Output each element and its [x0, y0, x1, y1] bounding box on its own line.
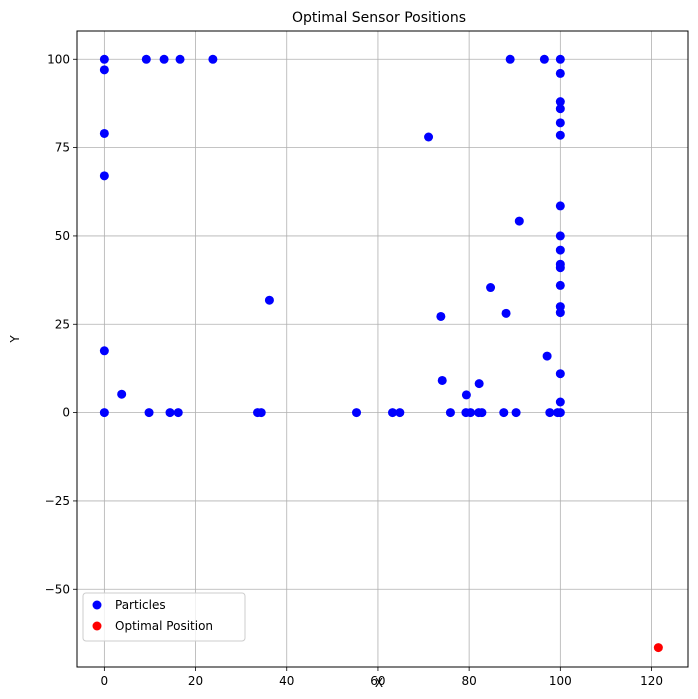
- particles-point: [511, 408, 521, 418]
- particles-point: [99, 65, 109, 75]
- particles-point: [436, 311, 446, 321]
- particles-point: [555, 201, 565, 211]
- particles-point: [352, 408, 362, 418]
- legend-label-optimal-position: Optimal Position: [115, 619, 213, 633]
- particles-point: [461, 390, 471, 400]
- particles-point: [264, 295, 274, 305]
- particles-point: [505, 54, 515, 64]
- particles-point: [555, 280, 565, 290]
- y-tick-label: 75: [55, 141, 70, 155]
- y-tick-label: 0: [62, 406, 70, 420]
- particles-point: [555, 263, 565, 273]
- particles-point: [256, 408, 266, 418]
- legend-label-particles: Particles: [115, 598, 166, 612]
- particles-point: [539, 54, 549, 64]
- particles-point: [474, 379, 484, 389]
- particles-point: [499, 408, 509, 418]
- y-axis-label: Y: [8, 335, 22, 344]
- particles-point: [395, 408, 405, 418]
- y-tick-label: 50: [55, 229, 70, 243]
- particles-point: [437, 375, 447, 385]
- particles-point: [99, 171, 109, 181]
- grid: [77, 31, 688, 667]
- particles-point: [99, 54, 109, 64]
- legend-marker-particles: [92, 600, 102, 610]
- particles-point: [445, 408, 455, 418]
- particles-point: [99, 128, 109, 138]
- legend-marker-optimal-position: [92, 621, 102, 631]
- x-tick-label: 120: [640, 674, 663, 688]
- y-tick-label: 25: [55, 317, 70, 331]
- particles-point: [466, 408, 476, 418]
- x-tick-label: 20: [188, 674, 203, 688]
- particles-point: [424, 132, 434, 142]
- particles-point: [117, 389, 127, 399]
- legend-box: [82, 592, 246, 642]
- x-tick-label: 40: [279, 674, 294, 688]
- y-tick-label: −25: [45, 494, 70, 508]
- particles-point: [141, 54, 151, 64]
- particles-point: [477, 408, 487, 418]
- particles-point: [545, 408, 555, 418]
- particles-point: [555, 118, 565, 128]
- x-tick-label: 60: [370, 674, 385, 688]
- x-tick-label: 80: [461, 674, 476, 688]
- particles-point: [555, 308, 565, 318]
- particles-point: [555, 369, 565, 379]
- particles-point: [555, 68, 565, 78]
- particles-point: [555, 397, 565, 407]
- y-tick-label: 100: [47, 52, 70, 66]
- chart-title: Optimal Sensor Positions: [292, 10, 466, 26]
- particles-point: [486, 283, 496, 293]
- particles-point: [555, 130, 565, 140]
- particles-point: [144, 408, 154, 418]
- axis-ticks: 0 20 40 60 80 100 120 −50 −25 0 25 50 75 100: [45, 52, 663, 688]
- plot-frame: [76, 30, 689, 668]
- particles-point: [99, 346, 109, 356]
- particles-point: [555, 408, 565, 418]
- particles-point: [555, 245, 565, 255]
- particles-point: [173, 408, 183, 418]
- particles-point: [501, 308, 511, 318]
- particles-point: [542, 351, 552, 361]
- particles-point: [208, 54, 218, 64]
- particles-point: [555, 97, 565, 107]
- x-tick-label: 100: [549, 674, 572, 688]
- particles-point: [388, 408, 398, 418]
- data-points: [99, 54, 663, 653]
- particles-point: [159, 54, 169, 64]
- particles-point: [555, 54, 565, 64]
- y-tick-label: −50: [45, 582, 70, 596]
- particles-point: [555, 104, 565, 114]
- particles-point: [165, 408, 175, 418]
- legend: Particles Optimal Position: [82, 592, 246, 642]
- particles-point: [514, 216, 524, 226]
- particles-point: [175, 54, 185, 64]
- particles-point: [555, 231, 565, 241]
- x-axis-label: X: [375, 676, 383, 690]
- particles-point: [99, 408, 109, 418]
- optimal-position-point: [653, 643, 663, 653]
- x-tick-label: 0: [101, 674, 109, 688]
